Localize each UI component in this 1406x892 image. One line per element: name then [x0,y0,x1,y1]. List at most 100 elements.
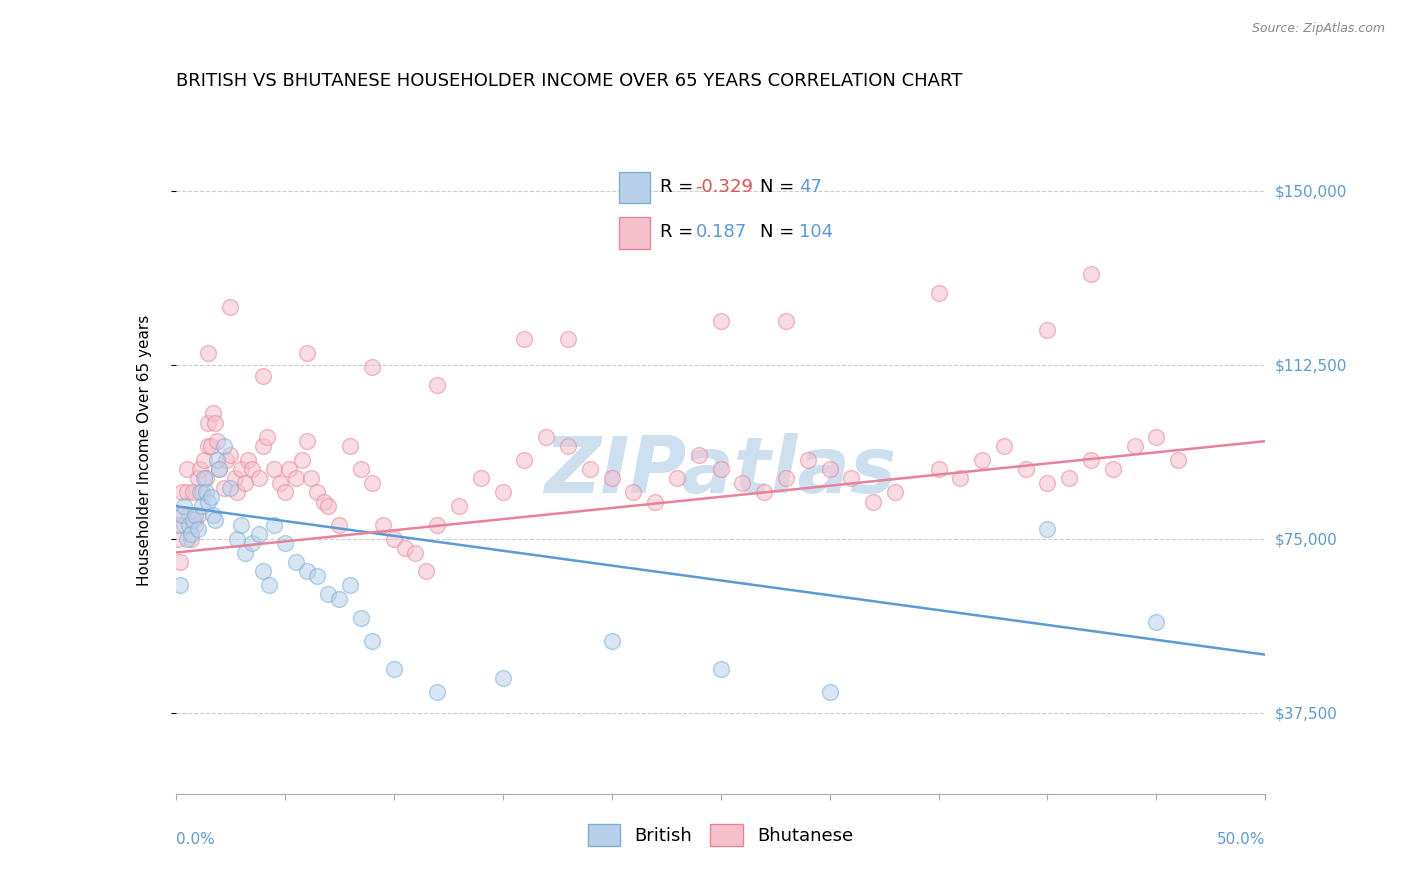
Point [201,406,224,420]
Point [252,439,274,453]
Point [212,481,235,495]
Point [284,555,307,569]
Point [328,517,350,532]
Point [492,671,515,685]
Point [312,494,335,508]
Point [307,485,329,500]
Point [382,662,405,676]
Point [307,568,329,582]
Point [235,475,257,490]
Text: 0.0%: 0.0% [176,831,215,847]
Point [295,564,318,578]
Point [350,462,373,476]
Point [205,434,228,449]
Point [1102,462,1125,476]
Point [339,578,361,592]
Point [818,685,841,699]
Point [208,462,231,476]
Point [225,532,247,546]
Point [328,591,350,606]
Point [470,471,492,485]
Point [191,485,214,500]
Point [215,452,238,467]
Point [513,452,536,467]
Point [1080,267,1102,281]
Point [197,494,219,508]
Point [186,471,209,485]
Point [201,508,224,523]
Point [180,527,202,541]
Point [200,439,222,453]
Point [644,494,666,508]
Bar [619,217,650,249]
Point [295,346,318,360]
Point [600,633,623,648]
Point [754,485,776,500]
Point [205,452,228,467]
Point [263,462,285,476]
Point [299,471,322,485]
Point [186,522,209,536]
Point [240,462,263,476]
Point [177,517,200,532]
Text: N =: N = [761,223,800,241]
Point [191,499,214,513]
Point [188,462,211,476]
Point [167,517,190,532]
Point [557,332,579,346]
Text: 104: 104 [799,223,832,241]
Point [579,462,602,476]
Point [259,578,281,592]
Point [405,545,427,559]
Bar [619,171,650,203]
Point [195,485,218,500]
Point [204,513,226,527]
Point [513,332,536,346]
Text: R =: R = [659,178,699,196]
Point [177,508,200,523]
Point [928,285,950,300]
Point [818,462,841,476]
Point [173,499,195,513]
Point [295,434,318,449]
Point [195,471,218,485]
Y-axis label: Householder Income Over 65 years: Householder Income Over 65 years [138,315,152,586]
Point [600,471,623,485]
Point [415,564,437,578]
Point [360,633,382,648]
Point [666,471,689,485]
Point [197,346,219,360]
Point [235,545,257,559]
Point [176,485,198,500]
Point [492,485,515,500]
Point [688,448,710,462]
Text: 0.187: 0.187 [696,223,747,241]
Point [169,578,191,592]
Point [1036,475,1059,490]
Point [188,485,211,500]
Point [197,416,219,430]
Point [247,471,270,485]
Point [208,462,231,476]
Point [172,508,194,523]
Point [219,300,242,314]
Legend: British, Bhutanese: British, Bhutanese [581,817,860,854]
Point [796,452,818,467]
Point [231,517,253,532]
Point [278,462,301,476]
Point [970,452,993,467]
Point [862,494,884,508]
Text: BRITISH VS BHUTANESE HOUSEHOLDER INCOME OVER 65 YEARS CORRELATION CHART: BRITISH VS BHUTANESE HOUSEHOLDER INCOME … [176,72,962,90]
Point [247,527,270,541]
Point [167,532,190,546]
Point [318,587,340,601]
Point [1015,462,1038,476]
Point [176,532,198,546]
Point [382,532,405,546]
Point [339,439,361,453]
Point [1036,323,1059,337]
Text: 47: 47 [799,178,821,196]
Point [949,471,972,485]
Point [197,439,219,453]
Point [841,471,863,485]
